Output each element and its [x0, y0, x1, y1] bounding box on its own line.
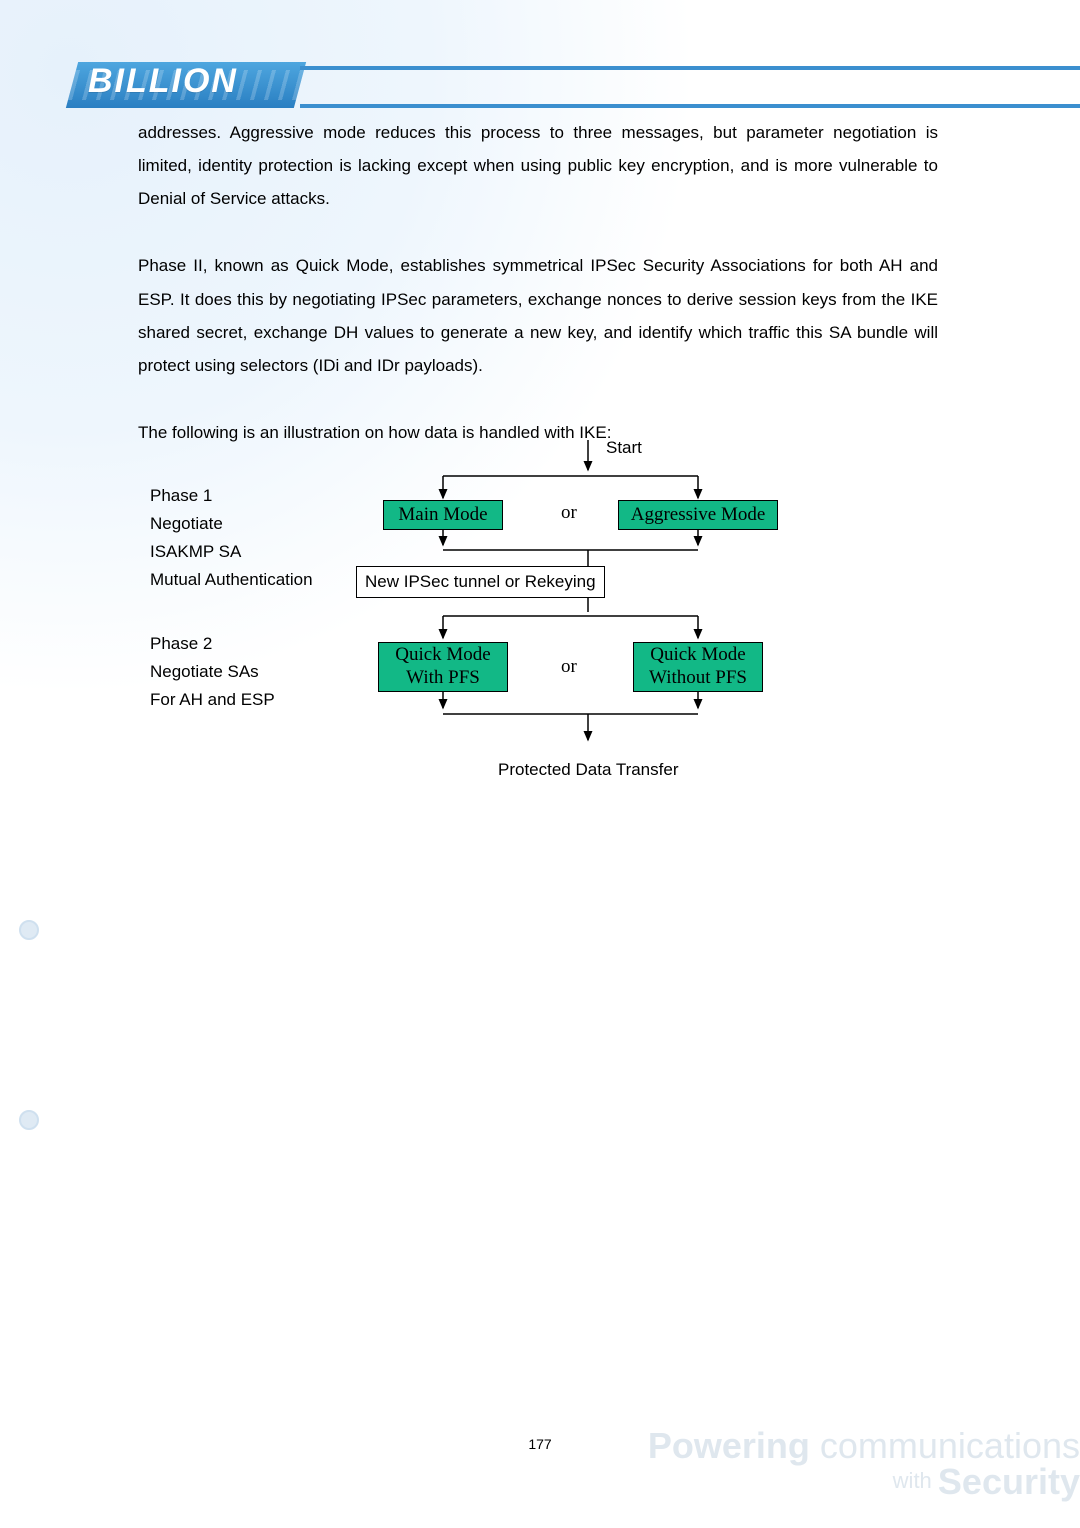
footer-text: Security [938, 1461, 1080, 1502]
header-rule-bottom [300, 104, 1080, 108]
label-phase1: ISAKMP SA [150, 538, 241, 567]
box-rekeying: New IPSec tunnel or Rekeying [356, 566, 605, 598]
box-aggressive-mode: Aggressive Mode [618, 500, 778, 530]
label-or: or [561, 502, 577, 524]
brand-logo: BILLION [88, 62, 238, 101]
side-dot [19, 1110, 39, 1130]
box-main-mode: Main Mode [383, 500, 503, 530]
label-phase1: Mutual Authentication [150, 566, 313, 595]
label-phase2: Negotiate SAs [150, 658, 259, 687]
paragraph: addresses. Aggressive mode reduces this … [138, 116, 938, 215]
label-phase2: For AH and ESP [150, 686, 275, 715]
body-text: addresses. Aggressive mode reduces this … [138, 116, 938, 483]
paragraph: Phase II, known as Quick Mode, establish… [138, 249, 938, 382]
footer-text: with [893, 1468, 938, 1493]
header-rule-top [300, 66, 1080, 70]
side-dot [19, 920, 39, 940]
page-number: 177 [0, 1436, 1080, 1452]
ike-flowchart: Start Phase 1 Negotiate ISAKMP SA Mutual… [138, 440, 958, 820]
label-phase1: Negotiate [150, 510, 223, 539]
label-phase1: Phase 1 [150, 482, 212, 511]
box-quick-pfs: Quick Mode With PFS [378, 642, 508, 692]
label-protected: Protected Data Transfer [498, 756, 678, 785]
label-phase2: Phase 2 [150, 630, 212, 659]
box-quick-nopfs: Quick Mode Without PFS [633, 642, 763, 692]
label-or: or [561, 656, 577, 678]
label-start: Start [606, 434, 642, 463]
